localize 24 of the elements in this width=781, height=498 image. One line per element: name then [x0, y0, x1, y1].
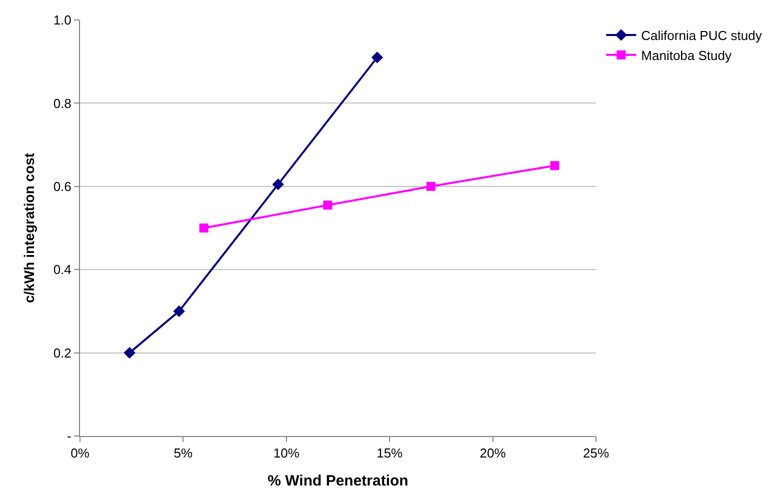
point: [272, 178, 284, 190]
y-tick-label: 0.6: [53, 178, 72, 194]
x-axis-title: % Wind Penetration: [268, 472, 408, 490]
point: [199, 224, 208, 232]
y-tick-label: 0.8: [53, 96, 72, 111]
y-axis-title: c/kWh integration cost: [20, 152, 37, 304]
legend-label: Manitoba Study: [641, 48, 732, 63]
y-tick-label: 0.2: [53, 345, 72, 360]
y-tick-label: -: [67, 428, 72, 444]
x-tick-label: 15%: [376, 446, 404, 461]
point: [173, 305, 185, 318]
x-tick-label: 10%: [273, 446, 300, 461]
y-tick-label: 0.4: [53, 262, 72, 278]
point: [426, 182, 436, 191]
point: [323, 200, 332, 210]
x-tick-label: 0%: [70, 446, 90, 461]
x-tick-label: 5%: [174, 446, 194, 461]
point: [550, 161, 560, 170]
x-tick-label: 25%: [582, 446, 610, 461]
x-tick-label: 20%: [480, 446, 506, 461]
point: [371, 52, 384, 64]
y-tick-label: 1.0: [53, 12, 72, 28]
point: [124, 346, 136, 359]
legend-label: California PUC study: [641, 28, 762, 44]
